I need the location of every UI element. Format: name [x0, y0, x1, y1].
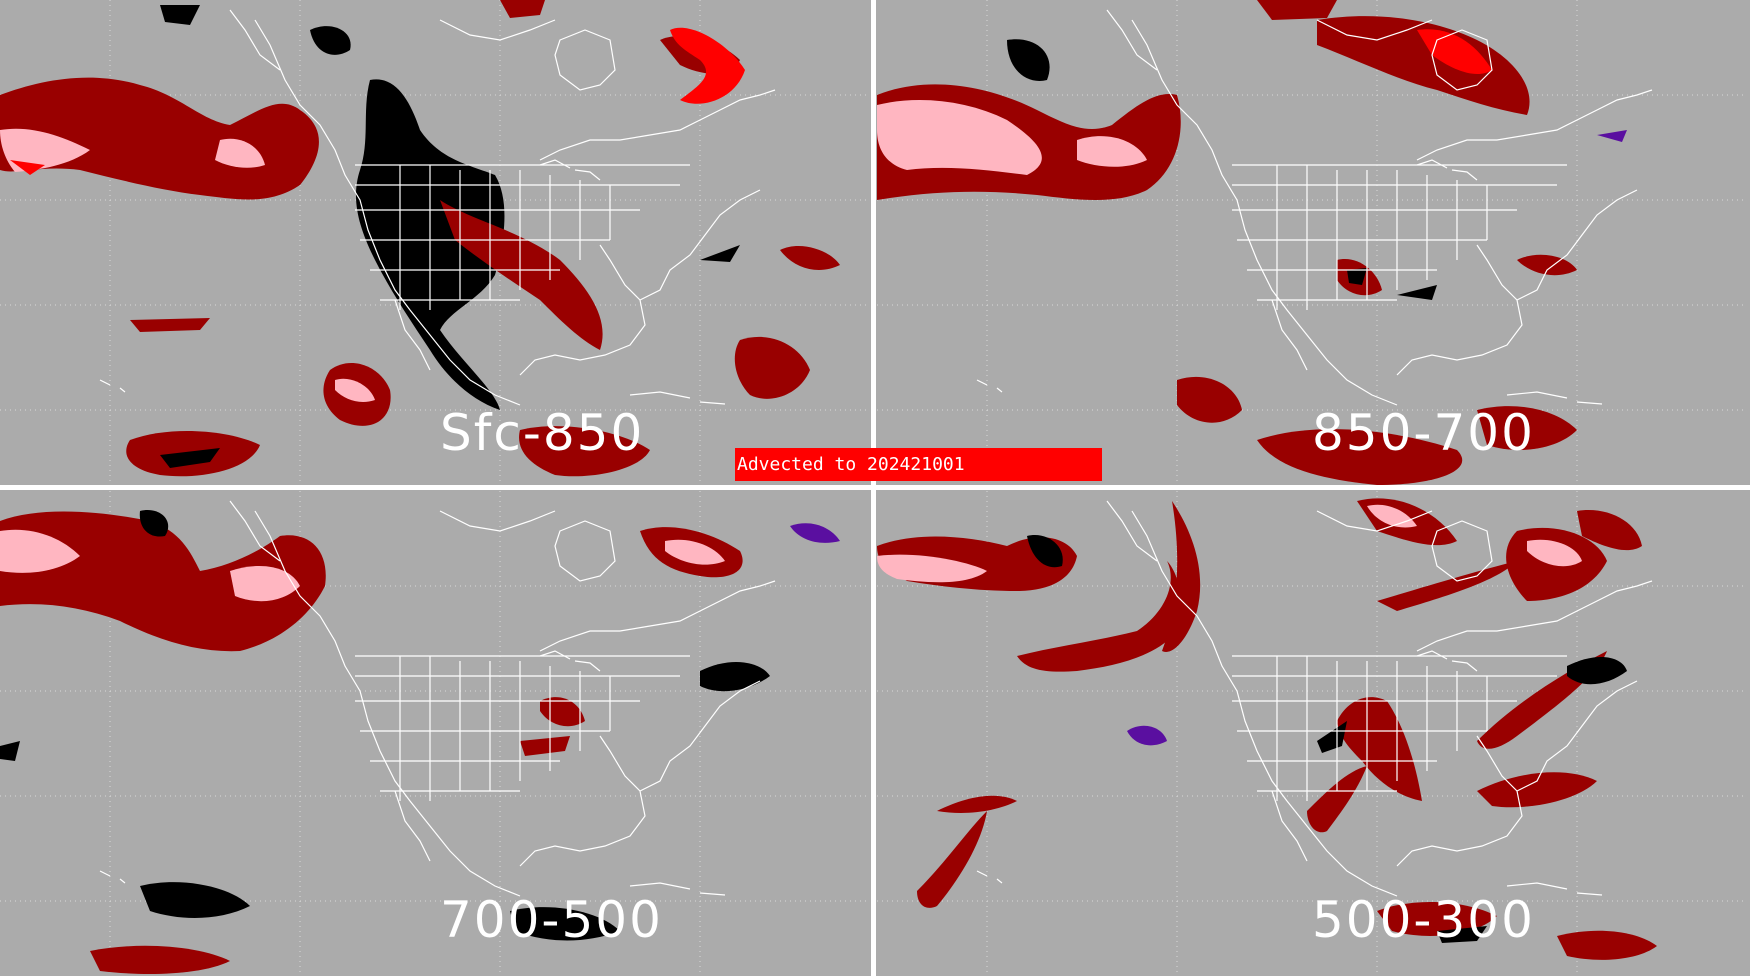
panel-850-700	[876, 0, 1748, 485]
panel-label-sfc-850: Sfc-850	[440, 404, 645, 462]
horizontal-divider	[0, 485, 1750, 490]
advected-date-banner: Advected to 202421001	[735, 448, 1102, 481]
panel-label-700-500: 700-500	[440, 891, 663, 949]
panel-500-300	[876, 491, 1748, 976]
panel-sfc-850	[0, 0, 871, 485]
panel-label-850-700: 850-700	[1312, 404, 1535, 462]
panel-700-500	[0, 491, 871, 976]
panel-label-500-300: 500-300	[1312, 891, 1535, 949]
